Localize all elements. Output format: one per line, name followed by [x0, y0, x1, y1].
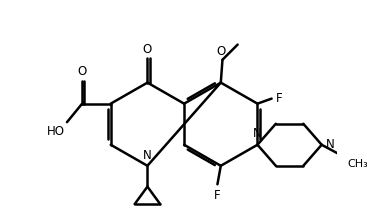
Text: CH₃: CH₃	[348, 159, 367, 169]
Text: N: N	[252, 127, 261, 140]
Text: O: O	[77, 65, 87, 78]
Text: F: F	[276, 92, 283, 105]
Text: HO: HO	[47, 125, 65, 138]
Text: N: N	[143, 149, 152, 162]
Text: O: O	[216, 45, 225, 58]
Text: N: N	[326, 138, 334, 151]
Text: O: O	[143, 43, 152, 56]
Text: F: F	[214, 189, 221, 202]
